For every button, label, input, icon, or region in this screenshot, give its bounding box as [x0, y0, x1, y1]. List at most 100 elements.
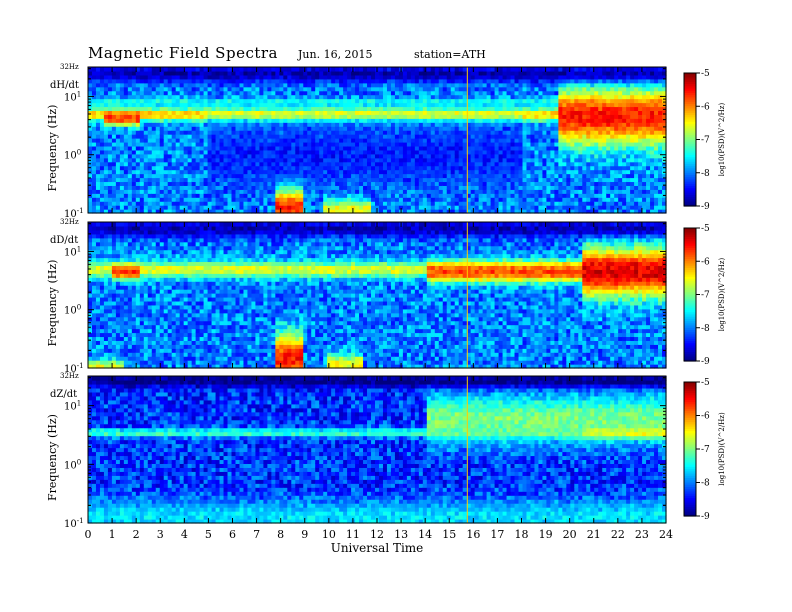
psd-cell [327, 106, 332, 111]
psd-cell [216, 138, 221, 143]
psd-cell [451, 166, 456, 171]
psd-cell [415, 118, 420, 123]
psd-cell [212, 134, 217, 139]
psd-cell [507, 95, 512, 100]
psd-cell [487, 154, 492, 159]
psd-cell [439, 134, 444, 139]
psd-cell [347, 138, 352, 143]
psd-cell [247, 126, 252, 131]
psd-cell [427, 99, 432, 104]
psd-cell [407, 170, 412, 175]
psd-cell [491, 181, 496, 186]
psd-cell [283, 158, 288, 163]
psd-cell [144, 118, 149, 123]
psd-cell [148, 150, 153, 155]
psd-cell [606, 87, 611, 92]
psd-cell [279, 67, 284, 72]
psd-cell [590, 177, 595, 182]
psd-cell [311, 158, 316, 163]
psd-cell [594, 106, 599, 111]
psd-cell [566, 122, 571, 127]
psd-cell [483, 110, 488, 115]
psd-cell [299, 87, 304, 92]
psd-cell [196, 75, 201, 80]
psd-cell [307, 166, 312, 171]
psd-cell [168, 181, 173, 186]
psd-cell [220, 79, 225, 84]
psd-cell [479, 118, 484, 123]
psd-cell [566, 193, 571, 198]
psd-cell [407, 150, 412, 155]
psd-cell [108, 126, 113, 131]
psd-cell [483, 79, 488, 84]
psd-cell [243, 114, 248, 119]
psd-cell [220, 106, 225, 111]
psd-cell [538, 142, 543, 147]
psd-cell [614, 162, 619, 167]
psd-cell [251, 71, 256, 76]
psd-cell [220, 181, 225, 186]
psd-cell [610, 99, 615, 104]
psd-cell [136, 197, 141, 202]
psd-cell [546, 95, 551, 100]
psd-cell [351, 201, 356, 206]
psd-cell [108, 146, 113, 151]
psd-cell [239, 205, 244, 210]
psd-cell [427, 138, 432, 143]
psd-cell [96, 189, 101, 194]
psd-cell [415, 201, 420, 206]
psd-cell [439, 99, 444, 104]
psd-cell [526, 205, 531, 210]
psd-cell [395, 154, 400, 159]
psd-cell [367, 189, 372, 194]
psd-cell [112, 174, 117, 179]
psd-cell [299, 67, 304, 72]
psd-cell [483, 205, 488, 210]
psd-cell [279, 185, 284, 190]
psd-cell [128, 138, 133, 143]
psd-cell [427, 75, 432, 80]
psd-cell [279, 193, 284, 198]
psd-cell [463, 185, 468, 190]
psd-cell [148, 170, 153, 175]
psd-cell [156, 177, 161, 182]
psd-cell [375, 106, 380, 111]
psd-cell [116, 134, 121, 139]
psd-cell [140, 71, 145, 76]
psd-cell [188, 170, 193, 175]
psd-cell [443, 185, 448, 190]
psd-cell [319, 138, 324, 143]
psd-cell [491, 126, 496, 131]
psd-cell [228, 138, 233, 143]
psd-cell [463, 166, 468, 171]
psd-cell [602, 162, 607, 167]
psd-cell [180, 197, 185, 202]
psd-cell [546, 110, 551, 115]
psd-cell [327, 118, 332, 123]
psd-cell [359, 162, 364, 167]
psd-cell [315, 122, 320, 127]
psd-cell [144, 185, 149, 190]
psd-cell [483, 170, 488, 175]
psd-cell [379, 134, 384, 139]
psd-cell [550, 189, 555, 194]
psd-cell [220, 75, 225, 80]
psd-cell [594, 75, 599, 80]
psd-cell [339, 197, 344, 202]
psd-cell [431, 87, 436, 92]
psd-cell [216, 205, 221, 210]
psd-cell [331, 130, 336, 135]
psd-cell [275, 177, 280, 182]
psd-cell [491, 189, 496, 194]
psd-cell [188, 150, 193, 155]
psd-cell [526, 130, 531, 135]
psd-cell [578, 71, 583, 76]
psd-cell [395, 118, 400, 123]
psd-cell [427, 103, 432, 108]
psd-cell [100, 71, 105, 76]
psd-cell [307, 185, 312, 190]
psd-cell [455, 166, 460, 171]
psd-cell [371, 71, 376, 76]
psd-cell [192, 205, 197, 210]
psd-cell [319, 118, 324, 123]
